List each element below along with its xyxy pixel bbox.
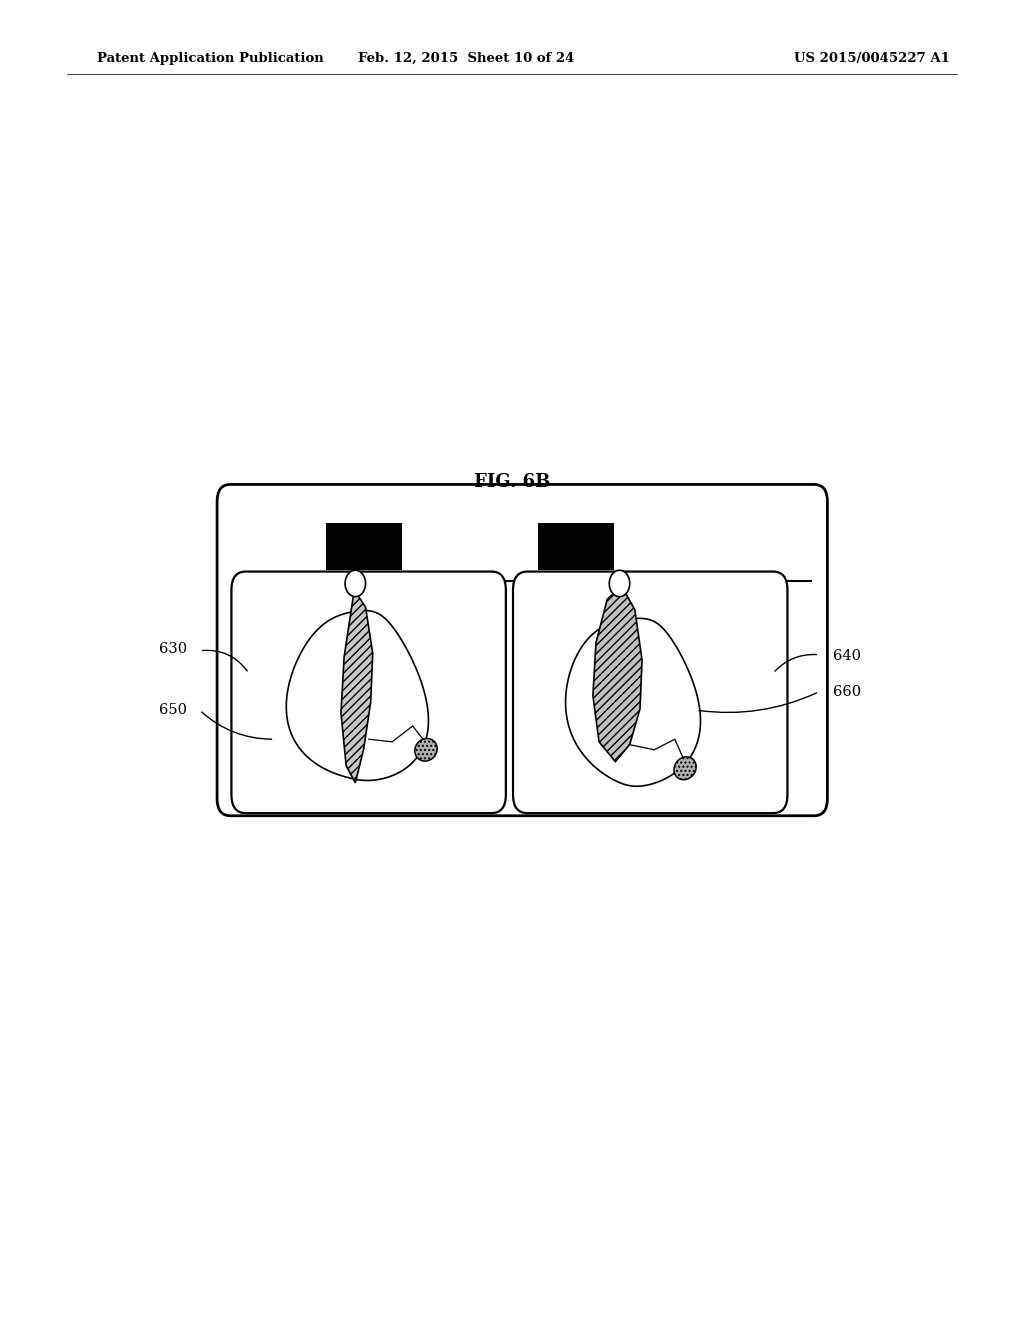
Polygon shape: [565, 618, 700, 787]
Polygon shape: [341, 590, 373, 783]
Text: 650: 650: [160, 704, 187, 717]
Text: FIG. 6B: FIG. 6B: [474, 473, 550, 491]
Ellipse shape: [674, 756, 696, 780]
Text: Feb. 12, 2015  Sheet 10 of 24: Feb. 12, 2015 Sheet 10 of 24: [357, 51, 574, 65]
Bar: [538, 523, 614, 570]
Circle shape: [345, 570, 366, 597]
Text: 640: 640: [833, 649, 860, 663]
Text: Patent Application Publication: Patent Application Publication: [97, 51, 324, 65]
Ellipse shape: [415, 738, 437, 762]
Polygon shape: [593, 586, 642, 762]
Circle shape: [609, 570, 630, 597]
FancyBboxPatch shape: [231, 572, 506, 813]
Polygon shape: [287, 611, 428, 780]
Text: US 2015/0045227 A1: US 2015/0045227 A1: [794, 51, 949, 65]
Text: 630: 630: [160, 643, 187, 656]
FancyBboxPatch shape: [217, 484, 827, 816]
Text: 660: 660: [833, 685, 860, 698]
FancyBboxPatch shape: [513, 572, 787, 813]
Bar: [326, 523, 402, 570]
